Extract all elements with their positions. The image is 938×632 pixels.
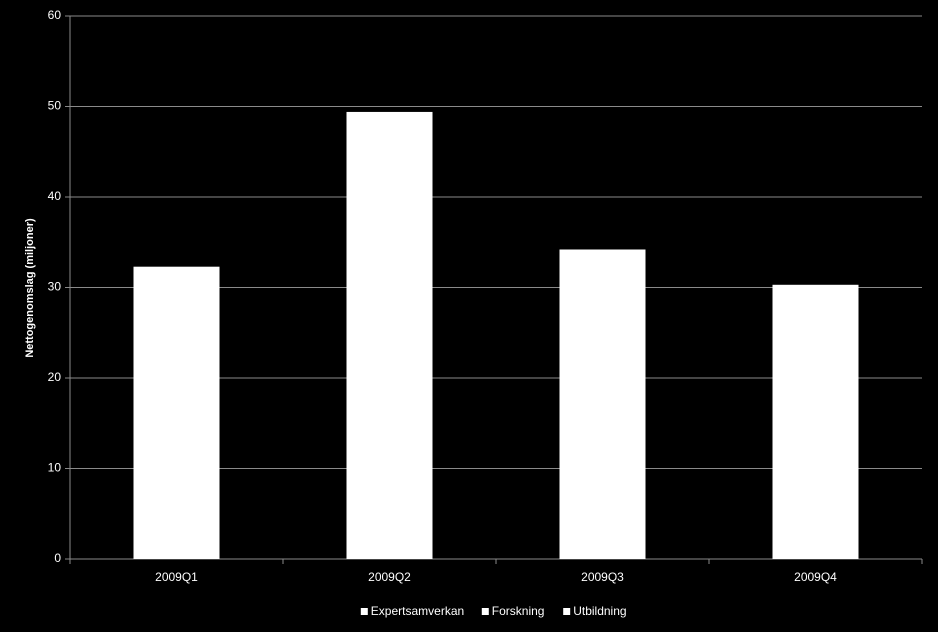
bar	[559, 249, 646, 560]
legend-label: Utbildning	[573, 604, 626, 618]
bar	[346, 111, 433, 560]
x-tick-label: 2009Q2	[368, 570, 411, 584]
legend-label: Expertsamverkan	[371, 604, 464, 618]
x-tick-label: 2009Q3	[581, 570, 624, 584]
y-tick-label: 0	[54, 551, 61, 565]
legend-swatch	[563, 608, 571, 615]
legend-label: Forskning	[492, 604, 545, 618]
bar	[772, 284, 859, 559]
y-tick-label: 10	[48, 461, 62, 475]
legend-swatch	[481, 608, 489, 615]
y-tick-label: 20	[48, 370, 62, 384]
x-tick-label: 2009Q4	[794, 570, 837, 584]
y-tick-label: 60	[48, 8, 62, 22]
y-tick-label: 30	[48, 280, 62, 294]
bar	[133, 266, 220, 559]
x-tick-label: 2009Q1	[155, 570, 198, 584]
y-tick-label: 40	[48, 189, 62, 203]
y-axis-label: Nettogenomslag (miljoner)	[24, 218, 36, 358]
y-tick-label: 50	[48, 99, 62, 113]
legend-swatch	[360, 608, 368, 615]
